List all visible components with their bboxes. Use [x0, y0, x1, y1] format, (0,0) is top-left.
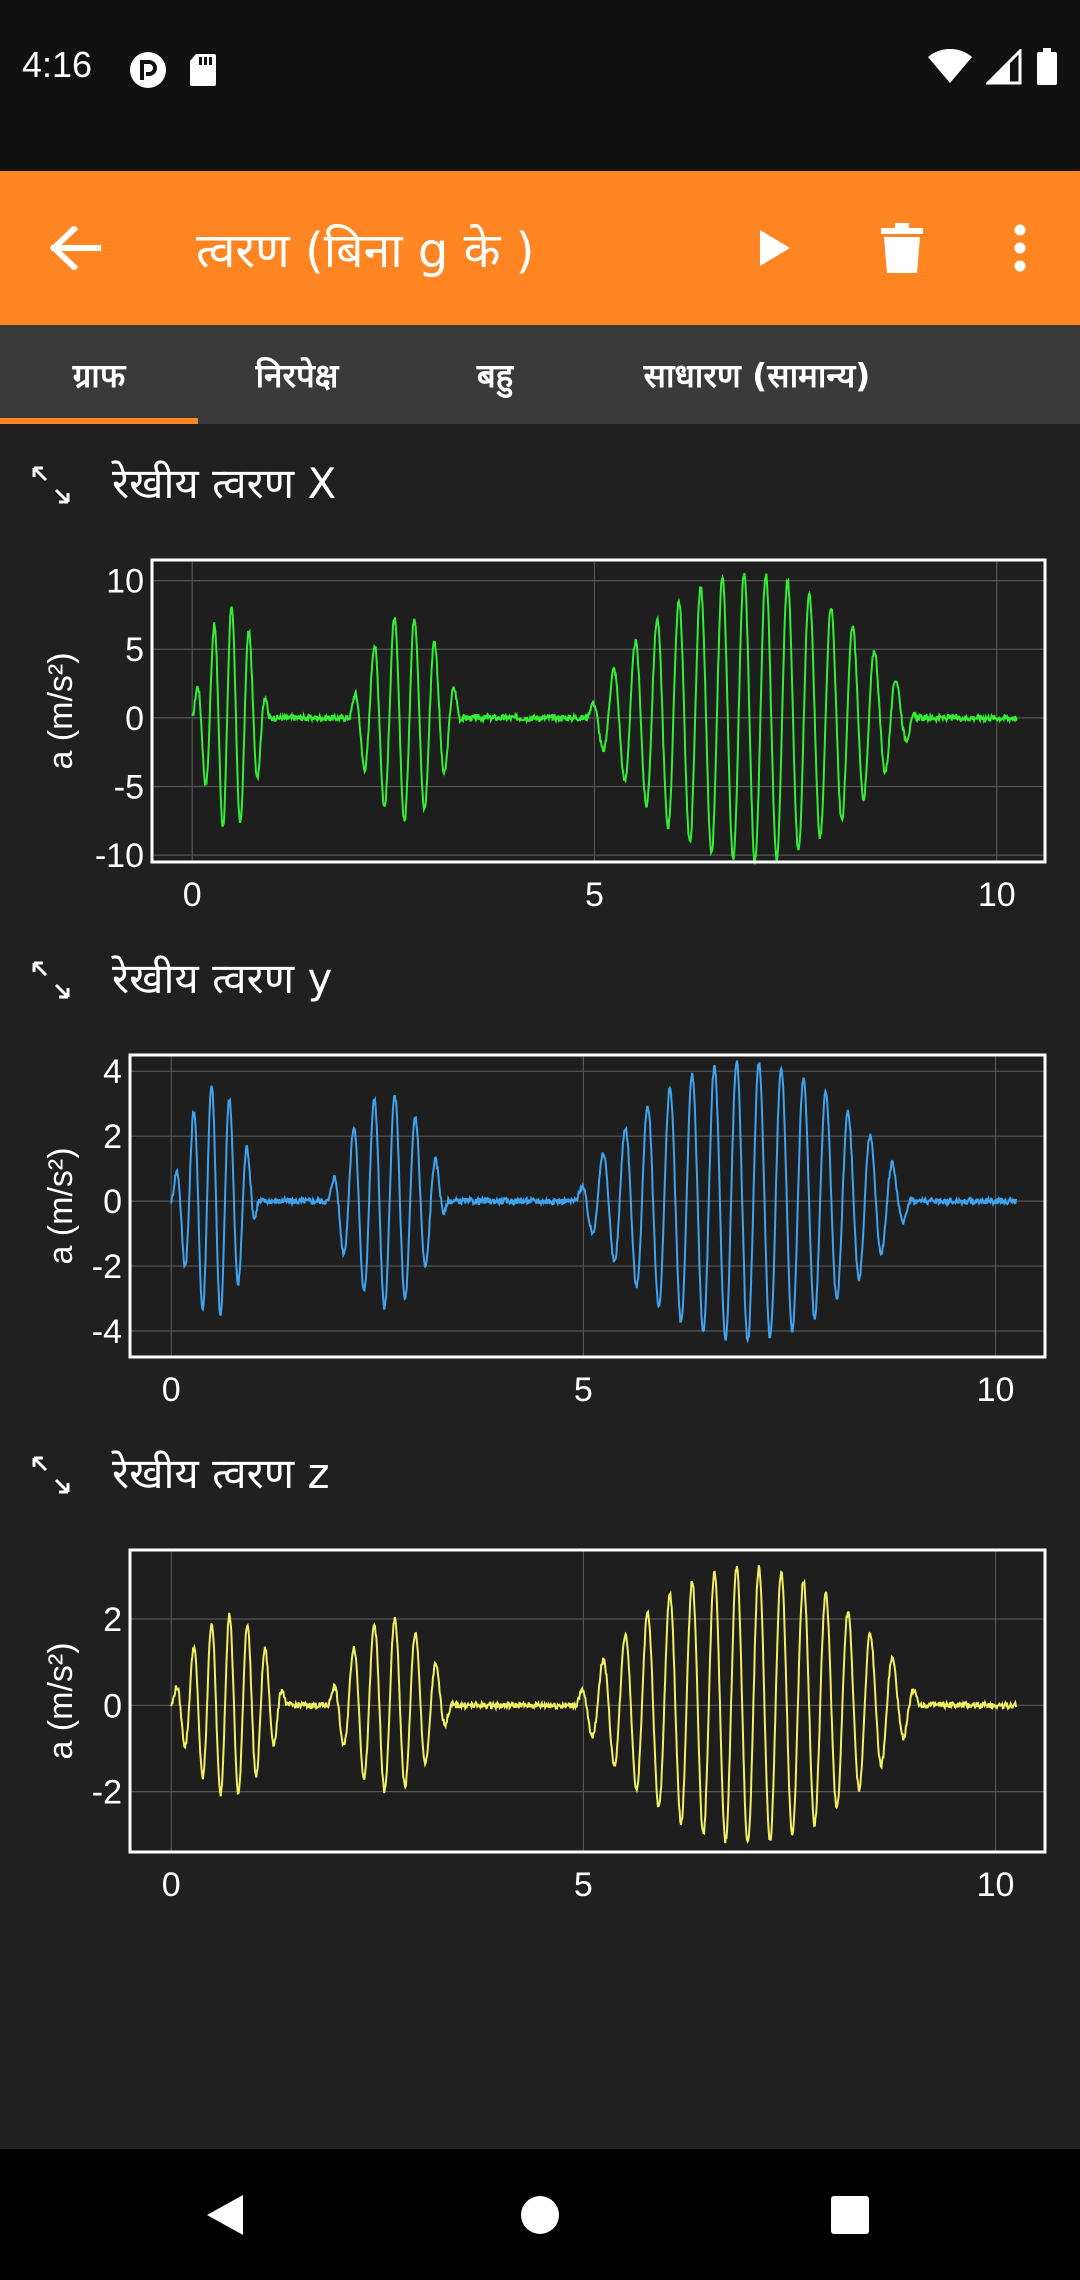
y-axis-label: a (m/s²) — [42, 1642, 80, 1759]
tab-label: निरपेक्ष — [255, 356, 339, 395]
y-tick-label: 10 — [106, 563, 144, 601]
x-tick-label: 0 — [183, 876, 202, 914]
status-right-icons — [928, 48, 1058, 86]
y-tick-label: -2 — [92, 1248, 122, 1286]
graph-title-z: रेखीय त्वरण z — [112, 1449, 330, 1498]
battery-icon — [1037, 48, 1057, 85]
more-vert-icon — [1014, 224, 1026, 272]
status-left-icons — [128, 50, 218, 90]
delete-button[interactable] — [862, 208, 942, 288]
series-line — [170, 1565, 1017, 1844]
y-axis-label: a (m/s²) — [42, 1147, 80, 1264]
x-tick-label: 5 — [574, 1866, 593, 1904]
sd-card-icon — [190, 54, 216, 86]
nav-home-icon — [521, 2195, 559, 2234]
y-tick-label: 4 — [103, 1053, 122, 1091]
y-tick-label: -2 — [92, 1774, 122, 1812]
play-button[interactable] — [734, 208, 814, 288]
x-tick-label: 5 — [585, 876, 604, 914]
expand-icon[interactable] — [30, 959, 72, 1001]
plot-area — [130, 1550, 1045, 1852]
nav-recents-button[interactable] — [780, 2149, 920, 2280]
y-axis-label: a (m/s²) — [42, 652, 80, 769]
x-tick-label: 10 — [977, 1866, 1015, 1904]
y-tick-label: 0 — [103, 1183, 122, 1221]
status-time: 4:16 — [22, 44, 93, 85]
plot-frame — [150, 558, 1047, 864]
tab-simple[interactable]: साधारण (सामान्य) — [594, 325, 920, 424]
plot-frame — [128, 1053, 1047, 1359]
back-button[interactable] — [36, 208, 116, 288]
grid — [130, 1550, 1045, 1852]
y-tick-label: 0 — [125, 700, 144, 738]
y-tick-label: 2 — [103, 1601, 122, 1639]
expand-icon[interactable] — [30, 464, 72, 506]
app-bar: त्वरण (बिना g के ) — [0, 171, 1080, 325]
play-icon — [760, 230, 790, 266]
plot-acceleration-z[interactable]: 2 0 -2 0 5 10 t (s) a (m/s²) — [0, 1514, 1080, 1914]
plot-area — [152, 560, 1045, 862]
graph-list: रेखीय त्वरण X 10 5 0 -5 -10 0 5 10 t (s) a (m/s²)… — [0, 424, 1080, 2149]
y-tick-label: -10 — [95, 837, 144, 875]
plot-frame — [128, 1548, 1047, 1854]
nav-home-button[interactable] — [470, 2149, 610, 2280]
tab-label: ग्राफ — [72, 356, 126, 395]
expand-icon[interactable] — [30, 1454, 72, 1496]
x-axis-label: t (s) — [558, 1417, 617, 1419]
wifi-icon — [928, 49, 972, 83]
series-line — [170, 1060, 1017, 1344]
x-axis-label: t (s) — [558, 1912, 617, 1914]
plot-acceleration-y[interactable]: 4 2 0 -2 -4 0 5 10 t (s) a (m/s²) — [0, 1019, 1080, 1419]
status-bar: 4:16 — [0, 0, 1080, 171]
nav-recents-icon — [831, 2195, 869, 2234]
x-tick-label: 5 — [574, 1371, 593, 1409]
tab-absolute[interactable]: निरपेक्ष — [198, 325, 396, 424]
navigation-bar — [0, 2149, 1080, 2280]
x-tick-label: 0 — [162, 1371, 181, 1409]
tab-bar: ग्राफ निरपेक्ष बहु साधारण (सामान्य) — [0, 325, 1080, 424]
tab-label: साधारण (सामान्य) — [643, 356, 871, 395]
y-tick-label: -5 — [114, 769, 144, 807]
notification-icon — [130, 52, 166, 88]
nav-back-button[interactable] — [155, 2149, 295, 2280]
tab-indicator — [0, 418, 198, 424]
tab-label: बहु — [476, 356, 514, 395]
plot-acceleration-x[interactable]: 10 5 0 -5 -10 0 5 10 t (s) a (m/s²) — [0, 524, 1080, 924]
x-tick-label: 0 — [162, 1866, 181, 1904]
series-line — [191, 573, 1018, 866]
y-tick-label: 0 — [103, 1687, 122, 1725]
y-tick-label: 5 — [125, 631, 144, 669]
x-tick-label: 10 — [978, 876, 1016, 914]
y-tick-label: -4 — [92, 1313, 122, 1351]
trash-icon — [881, 223, 923, 273]
y-tick-label: 2 — [103, 1118, 122, 1156]
arrow-left-icon — [50, 226, 101, 270]
nav-back-icon — [207, 2194, 243, 2235]
graph-title-x: रेखीय त्वरण X — [112, 459, 337, 508]
tab-graph[interactable]: ग्राफ — [0, 325, 198, 424]
tab-multi[interactable]: बहु — [396, 325, 594, 424]
graph-title-y: रेखीय त्वरण y — [112, 954, 333, 1003]
overflow-menu-button[interactable] — [980, 208, 1060, 288]
page-title: त्वरण (बिना g के ) — [196, 223, 535, 279]
x-axis-label: t (s) — [569, 922, 628, 924]
signal-icon — [986, 49, 1022, 85]
x-tick-label: 10 — [977, 1371, 1015, 1409]
